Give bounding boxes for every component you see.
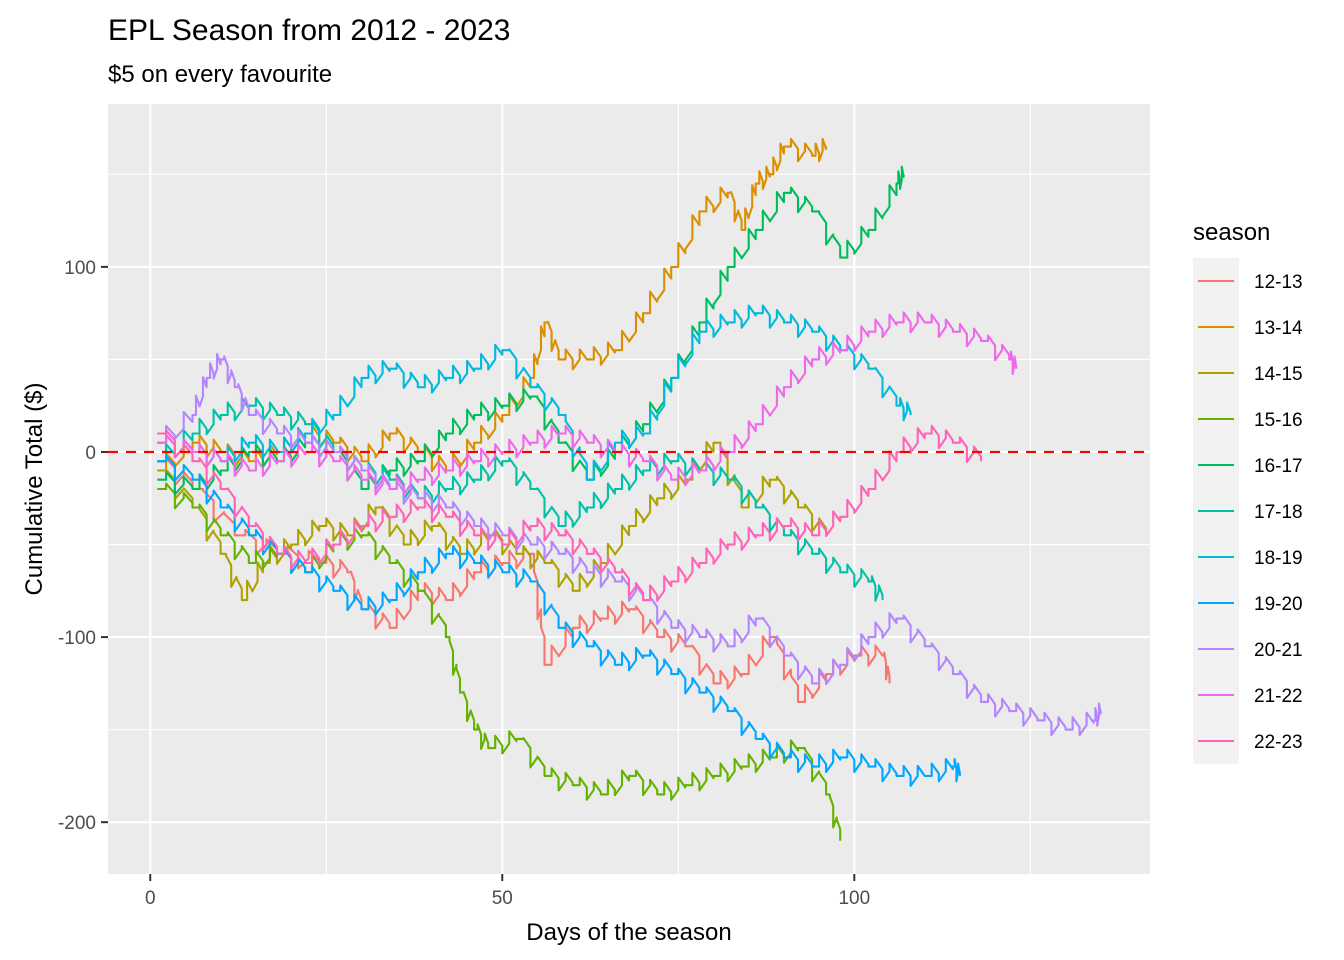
- y-tick-label: -200: [58, 813, 96, 834]
- legend-label-13-14: 13-14: [1254, 318, 1303, 339]
- chart-title: EPL Season from 2012 - 2023: [108, 14, 510, 47]
- x-tick-label: 50: [492, 888, 513, 909]
- legend-label-22-23: 22-23: [1254, 732, 1303, 753]
- y-axis-ticks: -200 -100 0 100: [58, 258, 108, 834]
- legend-items: 12-13 13-14 14-15 15-16 16-17 17-18 18-19 19-20…: [1198, 272, 1303, 753]
- legend-label-18-19: 18-19: [1254, 548, 1303, 569]
- legend-label-15-16: 15-16: [1254, 410, 1303, 431]
- series-line-20-21: [157, 353, 1102, 737]
- y-tick-label: 100: [64, 258, 96, 279]
- series-line-19-20: [157, 454, 961, 787]
- grid-major: [108, 104, 1150, 874]
- x-axis-ticks: 0 50 100: [145, 874, 870, 909]
- y-tick-label: 0: [85, 443, 96, 464]
- x-axis-title: Days of the season: [526, 919, 731, 946]
- legend-label-21-22: 21-22: [1254, 686, 1303, 707]
- chart-subtitle: $5 on every favourite: [108, 61, 332, 88]
- legend-label-16-17: 16-17: [1254, 456, 1303, 477]
- legend-label-14-15: 14-15: [1254, 364, 1303, 385]
- legend-label-20-21: 20-21: [1254, 640, 1303, 661]
- y-tick-label: -100: [58, 628, 96, 649]
- legend-label-19-20: 19-20: [1254, 594, 1303, 615]
- legend: season 12-13 13-14 14-15 15-16 16-17 17-18 18-…: [1193, 219, 1303, 764]
- series-line-22-23: [157, 424, 983, 602]
- legend-label-12-13: 12-13: [1254, 272, 1303, 293]
- x-tick-label: 0: [145, 888, 156, 909]
- y-axis-title: Cumulative Total ($): [21, 383, 48, 596]
- x-tick-label: 100: [838, 888, 870, 909]
- legend-title: season: [1193, 219, 1270, 246]
- series-line-12-13: [157, 457, 891, 703]
- legend-label-17-18: 17-18: [1254, 502, 1303, 523]
